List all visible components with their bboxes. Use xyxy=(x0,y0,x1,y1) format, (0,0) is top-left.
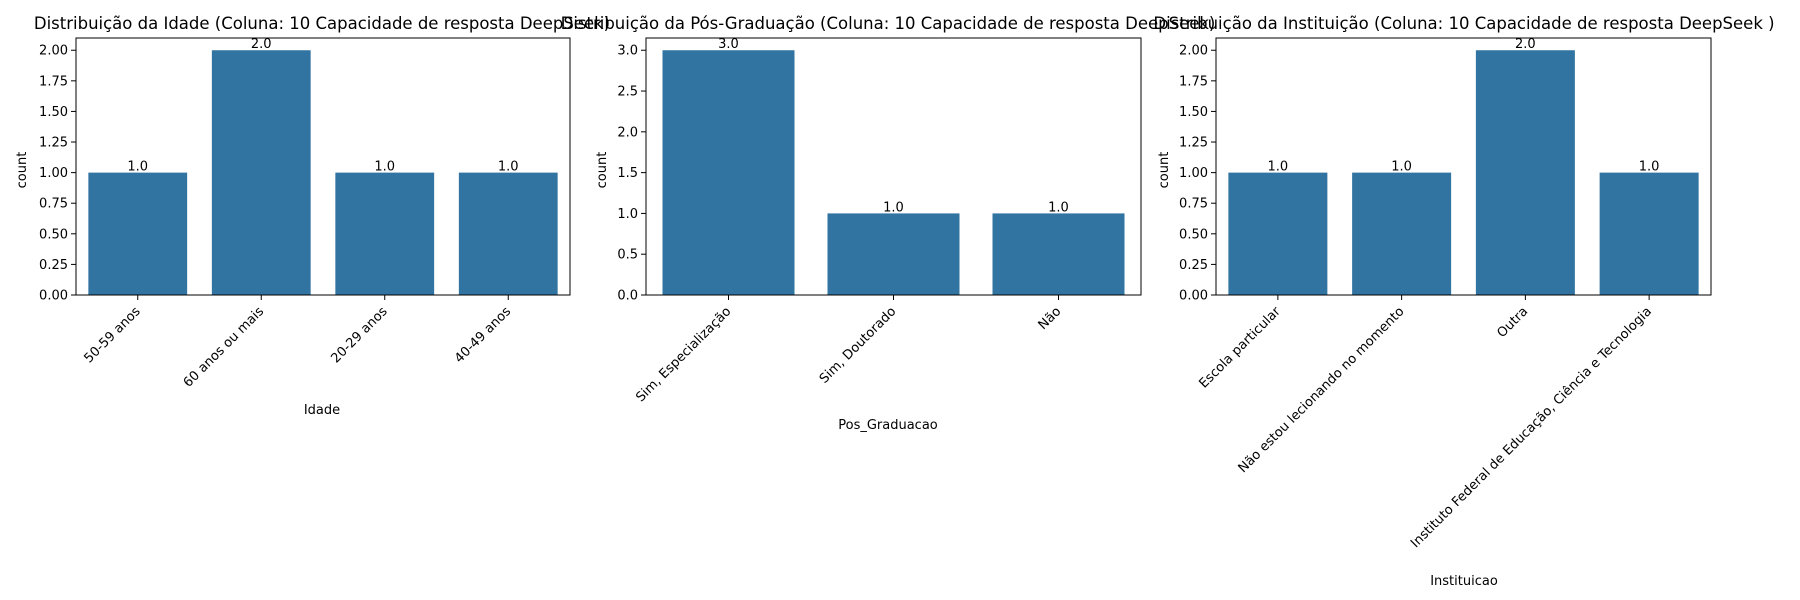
x-tick-label: Sim, Especialização xyxy=(633,304,734,405)
y-axis-label: count xyxy=(1157,152,1172,189)
bar xyxy=(992,213,1125,295)
y-tick-label: 1.25 xyxy=(39,136,68,151)
data-label: 3.0 xyxy=(718,37,739,52)
y-tick-label: 2.00 xyxy=(39,44,68,59)
chart-title: Distribuição da Pós-Graduação (Coluna: 1… xyxy=(561,14,1216,33)
bar-series: 0.0 0.5 1.0 1.5 2.0 2.5 3.0 3.0 Sim, Especializa… xyxy=(617,37,1125,405)
x-tick-label: 40-49 anos xyxy=(452,304,514,366)
y-tick-label: 0.50 xyxy=(39,227,68,242)
data-label: 1.0 xyxy=(1639,160,1660,175)
y-tick-label: 1.75 xyxy=(1179,74,1208,89)
x-tick-label: Sim, Doutorado xyxy=(817,304,899,386)
y-tick-label: 0.25 xyxy=(1179,258,1208,273)
x-axis-label: Idade xyxy=(304,403,340,418)
y-tick-label: 1.00 xyxy=(39,166,68,181)
x-axis-label: Pos_Graduacao xyxy=(838,418,938,433)
y-axis-label: count xyxy=(15,152,30,189)
data-label: 1.0 xyxy=(1391,160,1412,175)
subplot-idade: Distribuição da Idade (Coluna: 10 Capaci… xyxy=(15,14,610,418)
y-tick-label: 0.25 xyxy=(39,258,68,273)
y-tick-label: 0.5 xyxy=(617,248,638,263)
bar xyxy=(458,172,558,295)
y-tick-label: 0.00 xyxy=(1179,289,1208,304)
y-tick-label: 0.00 xyxy=(39,289,68,304)
bar xyxy=(1475,50,1575,295)
x-tick-label: 60 anos ou mais xyxy=(181,304,267,390)
y-tick-label: 0.75 xyxy=(39,197,68,212)
bar xyxy=(88,172,188,295)
chart-title: Distribuição da Instituição (Coluna: 10 … xyxy=(1153,14,1774,33)
subplot-instituicao: Distribuição da Instituição (Coluna: 10 … xyxy=(1153,14,1774,589)
x-tick-label: Escola particular xyxy=(1196,304,1284,392)
y-tick-label: 1.75 xyxy=(39,74,68,89)
bar-series: 0.00 0.25 0.50 0.75 1.00 1.25 1.50 1.75 2.00 1.0 E… xyxy=(1179,37,1699,551)
bar xyxy=(1599,172,1699,295)
axes-frame xyxy=(1215,37,1712,296)
y-tick-label: 2.00 xyxy=(1179,44,1208,59)
subplot-pos-graduacao: Distribuição da Pós-Graduação (Coluna: 1… xyxy=(561,14,1216,433)
bar xyxy=(335,172,435,295)
bar xyxy=(1352,172,1452,295)
x-tick-label: 50-59 anos xyxy=(81,304,143,366)
data-label: 1.0 xyxy=(498,160,519,175)
axes-frame xyxy=(75,37,571,296)
data-label: 1.0 xyxy=(127,160,148,175)
y-tick-label: 1.50 xyxy=(1179,105,1208,120)
y-tick-label: 1.5 xyxy=(617,166,638,181)
x-axis-label: Instituicao xyxy=(1430,574,1498,589)
y-tick-label: 1.25 xyxy=(1179,136,1208,151)
y-tick-label: 0.75 xyxy=(1179,197,1208,212)
y-tick-label: 3.0 xyxy=(617,44,638,59)
chart-title: Distribuição da Idade (Coluna: 10 Capaci… xyxy=(34,14,610,33)
data-label: 2.0 xyxy=(1515,37,1536,52)
y-tick-label: 2.0 xyxy=(617,125,638,140)
y-tick-label: 2.5 xyxy=(617,85,638,100)
x-tick-label: 20-29 anos xyxy=(328,304,390,366)
bar xyxy=(662,50,795,295)
y-tick-label: 1.50 xyxy=(39,105,68,120)
data-label: 1.0 xyxy=(374,160,395,175)
y-axis-label: count xyxy=(595,152,610,189)
y-tick-label: 1.00 xyxy=(1179,166,1208,181)
y-tick-label: 0.50 xyxy=(1179,227,1208,242)
bar xyxy=(1228,172,1328,295)
data-label: 2.0 xyxy=(251,37,272,52)
x-tick-label: Não xyxy=(1036,304,1065,333)
axes-frame xyxy=(645,37,1142,296)
bar-series: 0.00 0.25 0.50 0.75 1.00 1.25 1.50 1.75 2.00 1.0 5… xyxy=(39,37,558,391)
bar xyxy=(211,50,311,295)
data-label: 1.0 xyxy=(1268,160,1289,175)
x-tick-label: Instituto Federal de Educação, Ciência e… xyxy=(1408,304,1655,551)
y-tick-label: 0.0 xyxy=(617,289,638,304)
x-tick-label: Outra xyxy=(1495,304,1532,341)
y-tick-label: 1.0 xyxy=(617,207,638,222)
data-label: 1.0 xyxy=(1048,200,1069,215)
data-label: 1.0 xyxy=(883,200,904,215)
bar xyxy=(827,213,960,295)
